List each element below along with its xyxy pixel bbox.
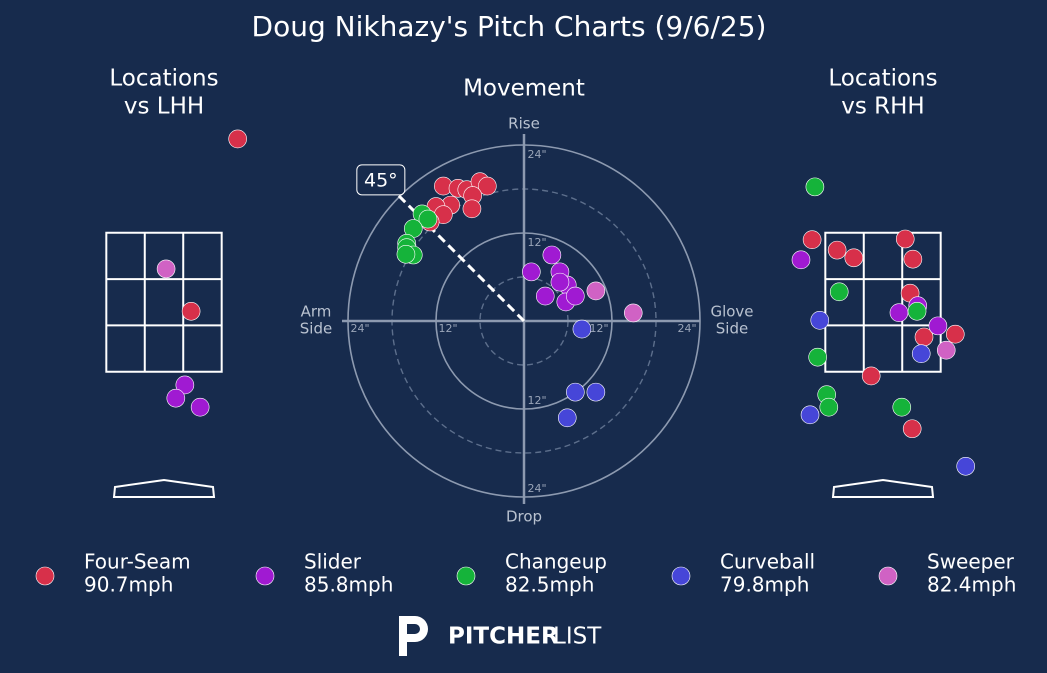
pitch-point [945, 324, 965, 344]
legend-velocity: 85.8mph [304, 573, 393, 597]
logo-light: LIST [553, 624, 602, 650]
pitch-point [936, 340, 956, 360]
pitch-point [175, 375, 195, 395]
pitch-point [190, 397, 210, 417]
axis-label: Arm [301, 303, 332, 321]
legend-marker [456, 566, 476, 586]
pitch-point [902, 419, 922, 439]
pitch-point [802, 230, 822, 249]
pitch-point [462, 199, 482, 219]
arm-angle-label: 45° [364, 169, 398, 191]
pitch-point [805, 177, 825, 197]
points [791, 177, 976, 476]
pitch-point [895, 229, 915, 249]
pitch-point [892, 397, 912, 417]
pitch-point [270, 377, 288, 395]
legend-marker [255, 566, 275, 586]
pitch-point [928, 316, 948, 336]
pitch-point [586, 382, 606, 402]
pitch-point [903, 249, 923, 269]
arm-angle-box [356, 164, 406, 196]
logo-bold: PITCHER [448, 624, 559, 650]
legend-marker [671, 566, 691, 586]
pitch-point [907, 301, 927, 321]
pitch-point [572, 319, 592, 339]
pitch-point [228, 129, 247, 149]
ring-label: 24" [677, 322, 696, 335]
pitch-point [156, 259, 176, 279]
pitch-point [819, 397, 839, 417]
axis-label: Drop [506, 508, 542, 526]
pitch-point [566, 286, 585, 306]
legend-name: Four-Seam [84, 550, 191, 574]
pitch-point [889, 303, 909, 322]
strike-zone [824, 231, 942, 373]
axis-label: Side [716, 320, 748, 338]
points [156, 129, 288, 417]
pitch-point [844, 248, 864, 268]
axis-label: Rise [508, 115, 540, 133]
axis-label: Glove [710, 303, 753, 321]
panel-title: Locations [828, 66, 937, 92]
panel-title: Movement [463, 76, 585, 102]
pitch-point [791, 250, 811, 270]
legend-name: Curveball [720, 550, 815, 574]
logo-icon [399, 616, 428, 656]
pitch-point [418, 209, 438, 229]
ring-label: 24" [527, 148, 546, 161]
pitch-point [623, 303, 643, 323]
ring-label: 12" [438, 322, 457, 335]
ring-label: 12" [527, 394, 546, 407]
pitch-point [535, 286, 555, 306]
ring-label: 12" [527, 236, 546, 249]
ring-label: 24" [527, 482, 546, 495]
pitch-point [550, 272, 570, 292]
pitch-point [827, 240, 847, 260]
pitch-point [829, 282, 849, 302]
pitch-point [542, 245, 562, 265]
legend-name: Changeup [505, 550, 607, 574]
pitch-point [810, 311, 830, 330]
pitch-point [911, 344, 931, 363]
legend-name: Sweeper [927, 550, 1015, 574]
legend-velocity: 90.7mph [84, 573, 173, 597]
pitch-point [396, 244, 416, 264]
axis-label: Side [300, 320, 332, 338]
pitch-point [808, 347, 827, 367]
pitch-point [557, 408, 577, 428]
panel-title: vs RHH [841, 94, 924, 120]
home-plate [831, 478, 935, 498]
legend-name: Slider [304, 550, 362, 574]
pitch-point [861, 366, 881, 386]
pitch-point [800, 405, 820, 425]
legend-marker [35, 566, 55, 586]
pitch-point [566, 382, 585, 402]
ring-label: 24" [350, 322, 369, 335]
panel-title: vs LHH [124, 94, 204, 120]
legend-velocity: 79.8mph [720, 573, 809, 597]
legend-velocity: 82.5mph [505, 573, 594, 597]
legend-velocity: 82.4mph [927, 573, 1016, 597]
legend-marker [878, 566, 898, 586]
pitch-point [586, 281, 606, 301]
pitch-point [522, 262, 541, 282]
panel-title: Locations [109, 66, 218, 92]
pitch-point [956, 456, 976, 476]
pitch-point [166, 388, 186, 408]
home-plate [112, 478, 216, 498]
pitch-point [478, 176, 497, 196]
pitch-point [181, 301, 201, 321]
main-title: Doug Nikhazy's Pitch Charts (9/6/25) [252, 10, 767, 43]
strike-zone [105, 231, 223, 373]
ring-label: 12" [589, 322, 608, 335]
